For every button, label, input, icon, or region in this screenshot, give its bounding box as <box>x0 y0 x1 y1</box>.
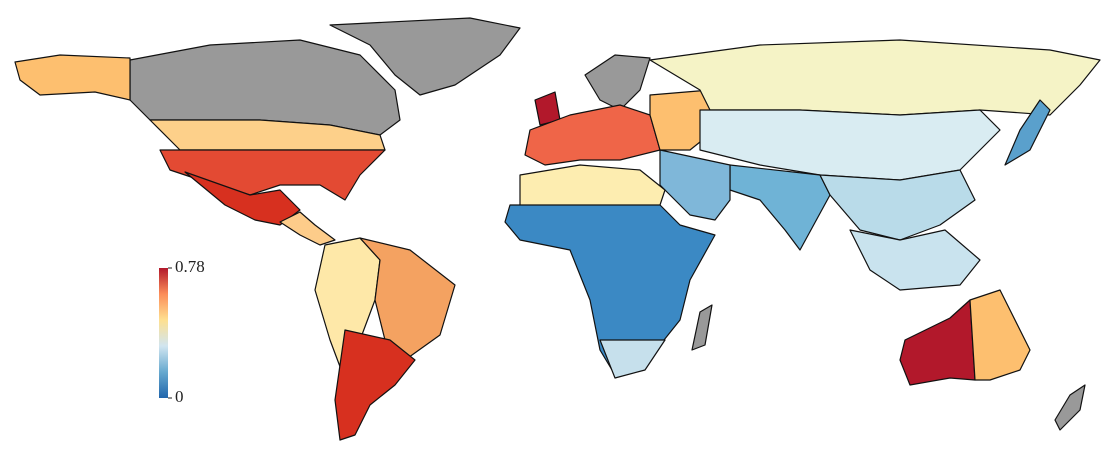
colorbar-bar <box>159 268 168 398</box>
colorbar-tick-label: 0.78 <box>175 257 205 276</box>
greenland <box>329 17 521 96</box>
colorbar: 00.78 <box>159 257 205 406</box>
southern-africa <box>599 339 666 379</box>
australia-west <box>899 299 976 386</box>
east-asia <box>819 169 976 241</box>
scandinavia <box>584 54 651 111</box>
russia <box>649 39 1101 116</box>
australia-east <box>969 289 1031 381</box>
central-america <box>279 211 336 246</box>
new-zealand <box>1054 384 1086 431</box>
southern-cone <box>334 329 416 441</box>
madagascar <box>691 304 713 351</box>
alaska <box>14 54 131 101</box>
japan <box>1004 99 1051 166</box>
land-shapes <box>14 17 1101 441</box>
canada <box>129 39 401 136</box>
south-asia <box>729 164 831 251</box>
colorbar-tick-label: 0 <box>175 387 184 406</box>
north-africa <box>519 164 666 211</box>
western-europe <box>524 104 661 166</box>
southeast-asia <box>849 229 981 291</box>
middle-east <box>659 149 731 221</box>
